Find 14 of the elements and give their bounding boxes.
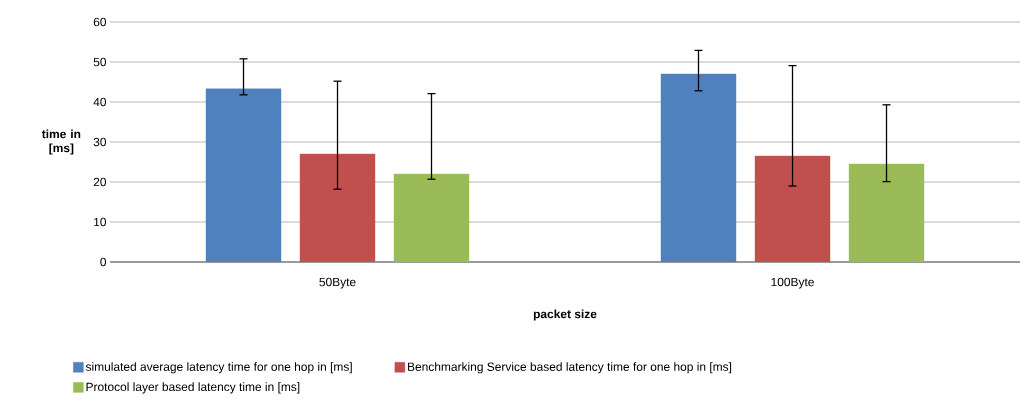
- x-axis-title: packet size: [533, 309, 597, 321]
- y-tick-label: 40: [93, 97, 107, 107]
- y-tick-label: 60: [93, 17, 107, 27]
- legend-label: Benchmarking Service based latency time for one hop in [ms]: [408, 362, 732, 374]
- y-tick-label: 20: [93, 177, 107, 187]
- x-tick-label: 100Byte: [771, 277, 814, 289]
- y-tick-label: 30: [93, 137, 107, 147]
- legend-label: simulated average latency time for one hop in [ms]: [85, 362, 352, 374]
- x-tick-label: 50Byte: [319, 277, 356, 289]
- y-tick-label: 50: [93, 57, 107, 67]
- legend-label: Protocol layer based latency time in [ms]: [86, 382, 300, 394]
- y-tick-label: 10: [94, 217, 107, 227]
- y-axis-title: time in [ms]: [41, 129, 81, 155]
- y-tick-label: 0: [100, 257, 107, 267]
